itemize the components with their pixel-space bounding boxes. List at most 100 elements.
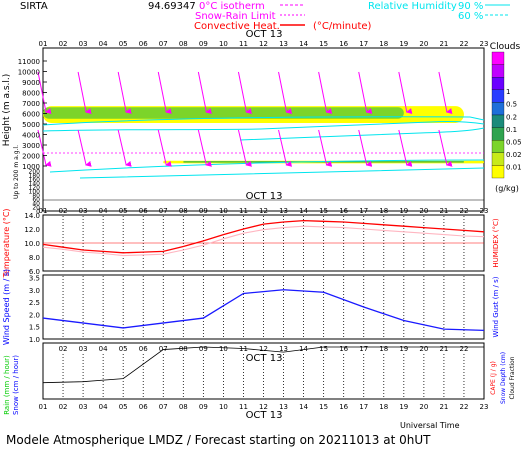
x-tick-label: 04 — [99, 40, 108, 48]
x-tick-label: 05 — [119, 40, 128, 48]
x-tick-label: 11 — [239, 403, 248, 411]
x-tick-label: 11 — [239, 207, 248, 215]
x-tick-labels-mid: 01 02 03 04 05 06 07 08 09 10 11 12 13 14 15 16 17 18 19 20… — [39, 207, 489, 215]
x-tick-label: 09 — [199, 40, 208, 48]
x-tick-label: 06 — [139, 403, 148, 411]
precip-panel-frame — [42, 342, 485, 400]
x-tick-label: 19 — [399, 403, 408, 411]
x-tick-label: 18 — [379, 40, 388, 48]
x-tick-label: 01 — [39, 40, 48, 48]
wind-arrow-upper — [358, 71, 373, 114]
colorbar-swatch — [491, 114, 505, 128]
precip-hour-label: 16 — [339, 345, 348, 353]
x-tick-label: 05 — [119, 207, 128, 215]
colorbar-tick: 0.1 — [506, 126, 517, 134]
isotherm-legend: 0°C isotherm — [199, 1, 265, 12]
date-label-mid: OCT 13 — [246, 191, 283, 202]
x-tick-labels-top: 01 02 03 04 05 06 07 08 09 10 11 12 13 14 15 16 17 18 19 20… — [39, 40, 489, 48]
precip-hour-label: 08 — [179, 345, 188, 353]
x-tick-label: 06 — [139, 207, 148, 215]
x-tick-label: 08 — [179, 40, 188, 48]
x-tick-label: 08 — [179, 403, 188, 411]
cloud-layer — [43, 107, 404, 119]
precip-hour-label: 05 — [119, 345, 128, 353]
rh-60-label: 60 % — [458, 11, 483, 22]
x-tick-label: 15 — [319, 403, 328, 411]
cloud-y-tick: 8000 — [22, 90, 40, 98]
wind-y-tick-labels: 1.0 1.5 2.0 2.5 3.0 3.5 — [29, 274, 40, 344]
x-tick-label: 01 — [39, 403, 48, 411]
wind-y-tick: 3.0 — [29, 287, 40, 295]
precip-hour-label: 10 — [219, 345, 228, 353]
precip-hour-label: 09 — [199, 345, 208, 353]
x-tick-label: 22 — [459, 207, 468, 215]
precip-hour-label: 17 — [359, 345, 368, 353]
wind-arrow-upper — [157, 71, 172, 114]
rh-contour-mid — [42, 121, 485, 132]
cloud-y-tick-lower: 100 — [29, 189, 41, 196]
cloud-y-tick-lower: 40 — [32, 201, 40, 208]
cloud-y-tick-lower: 200 — [29, 169, 41, 176]
x-tick-label: 17 — [359, 40, 368, 48]
cloud-y-tick: 6000 — [22, 111, 40, 119]
date-label-precip: OCT 13 — [246, 353, 283, 364]
colorbar-swatch — [491, 64, 505, 78]
convective-legend-unit: (°C/minute) — [313, 21, 372, 32]
wind-y-tick: 2.0 — [29, 311, 40, 319]
colorbar-swatch — [491, 152, 505, 166]
cloud-y-axis-label-lower: Up to 200 m a.g.l. — [13, 145, 20, 199]
x-tick-label: 19 — [399, 40, 408, 48]
wind-arrow-lower — [398, 129, 413, 167]
temperature-y-tick: 14.0 — [24, 212, 40, 220]
forecast-caption: Modele Atmospherique LMDZ / Forecast sta… — [6, 433, 431, 447]
cloud-y-tick-lower: 20 — [32, 205, 40, 212]
x-tick-label: 02 — [59, 403, 68, 411]
colorbar-title: Clouds — [490, 42, 521, 52]
precip-hour-label: 15 — [319, 345, 328, 353]
x-tick-label: 01 — [39, 207, 48, 215]
temperature-y-tick: 8.0 — [29, 254, 40, 262]
cloud-y-tick-lower: 80 — [32, 193, 40, 200]
x-tick-label: 23 — [480, 403, 489, 411]
wind-arrow-lower — [318, 129, 333, 167]
rain-y-axis-label: Rain (mm / hour) — [3, 355, 11, 415]
temperature-y-tick: 6.0 — [29, 268, 40, 276]
temperature-y-tick: 12.0 — [24, 226, 40, 234]
x-tick-label: 23 — [480, 40, 489, 48]
rh-contour-bl-bottom — [79, 167, 485, 179]
wind-arrow-lower — [358, 129, 373, 167]
wind-arrow-lower — [237, 129, 252, 167]
colorbar-tick: 0.01 — [506, 164, 522, 172]
x-tick-label: 07 — [159, 40, 168, 48]
precip-hour-label: 06 — [139, 345, 148, 353]
rh-contour-bl-top — [49, 159, 485, 173]
wind-arrow-lower — [438, 129, 453, 167]
universal-time-label: Universal Time — [400, 421, 460, 430]
snow-rain-legend: Snow-Rain Limit — [195, 11, 276, 22]
wind-arrow-upper — [438, 71, 453, 114]
wind-y-tick: 1.0 — [29, 336, 40, 344]
x-tick-label: 08 — [179, 207, 188, 215]
wind-y-tick: 1.5 — [29, 324, 40, 332]
wind-arrow-lower — [117, 129, 132, 167]
date-label-top: OCT 13 — [246, 29, 283, 40]
cloud-y-tick: 11000 — [18, 58, 40, 66]
cloud-y-tick-lower: 180 — [29, 173, 41, 180]
rh-contour-low — [239, 127, 485, 141]
x-tick-label: 03 — [79, 403, 88, 411]
cloud-y-tick-lower: 120 — [29, 185, 41, 192]
x-tick-label: 10 — [219, 207, 228, 215]
wind-grid — [62, 276, 465, 338]
cloud-y-tick: 9000 — [22, 79, 40, 87]
colorbar-swatch — [491, 140, 505, 153]
wind-lines — [42, 289, 485, 332]
precip-hour-label: 18 — [379, 345, 388, 353]
x-tick-label: 13 — [279, 207, 288, 215]
x-tick-label: 09 — [199, 403, 208, 411]
precip-hour-label: 12 — [259, 345, 268, 353]
x-tick-label: 16 — [339, 403, 348, 411]
colorbar-tick: 0.05 — [506, 138, 522, 146]
precip-lines: 02 03 04 05 06 07 08 09 10 11 12 13 14 15 16 17 18 19 20 21… — [42, 345, 484, 384]
x-tick-labels-bottom: 01 02 03 04 05 06 07 08 09 10 11 12 13 14 15 16 17 18 19 20… — [39, 403, 489, 411]
